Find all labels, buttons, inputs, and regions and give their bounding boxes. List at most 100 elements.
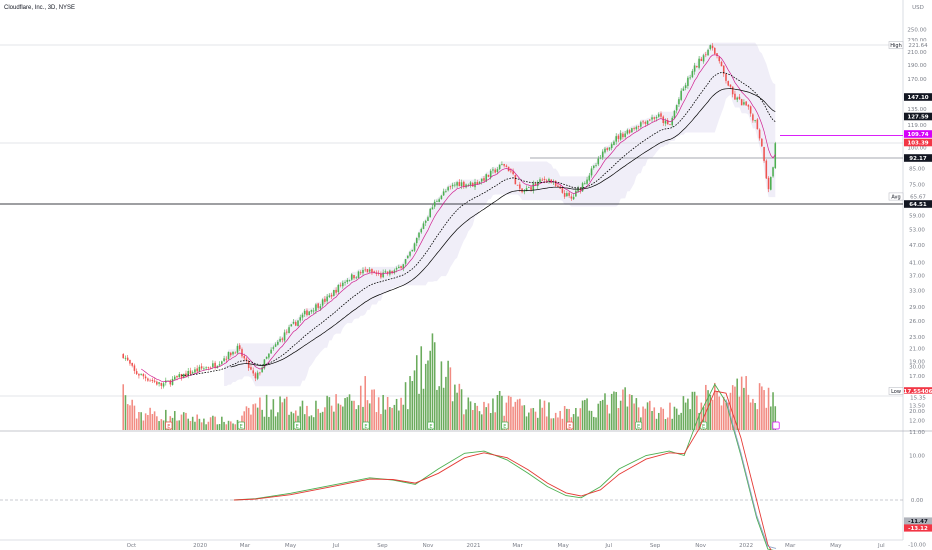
volume-bar <box>716 391 718 430</box>
price-tag-dark: 147.10 <box>904 93 932 101</box>
candle-body <box>716 53 718 56</box>
volume-bar <box>483 401 485 430</box>
earnings-marker[interactable] <box>362 421 370 430</box>
price-tag-box <box>904 192 932 201</box>
earnings-marker[interactable] <box>635 421 643 430</box>
volume-bar <box>259 397 261 430</box>
volume-bar <box>557 417 559 430</box>
price-tag-low: Low 17.55406 <box>888 387 932 395</box>
volume-bar <box>281 402 284 430</box>
volume-bar <box>440 361 443 430</box>
candle-body <box>738 96 741 99</box>
candle-body <box>606 148 609 150</box>
volume-bar <box>250 414 252 430</box>
candle-body <box>144 376 147 379</box>
price-envelope-band <box>224 42 776 387</box>
earnings-marker-label: E <box>167 424 170 430</box>
volume-bar <box>225 424 228 430</box>
candle-body <box>745 101 747 106</box>
earnings-marker-label: E <box>429 424 432 430</box>
volume-bar <box>362 406 364 430</box>
candle-body <box>660 113 662 117</box>
price-tick-label: 29.00 <box>909 305 925 311</box>
volume-bar <box>745 376 747 430</box>
price-tag-box <box>904 200 932 208</box>
volume-bar <box>274 416 277 430</box>
candle-body <box>702 55 705 62</box>
volume-bar <box>447 360 449 430</box>
price-tag-value: 221.64 <box>908 43 928 49</box>
volume-bar <box>290 411 293 430</box>
candle-body <box>651 117 653 120</box>
candle-body <box>774 143 777 169</box>
volume-bar <box>568 408 570 430</box>
candle-body <box>586 179 588 184</box>
volume-bar <box>539 399 541 430</box>
price-tag-red: 103.39 <box>904 138 932 147</box>
earnings-marker[interactable] <box>237 421 245 430</box>
candle-body <box>270 349 272 354</box>
volume-bar <box>277 412 279 430</box>
price-tick-label: 119.00 <box>907 123 927 129</box>
candle-body <box>395 267 398 270</box>
volume-bar <box>221 416 223 430</box>
volume-bar <box>144 413 147 430</box>
volume-bar <box>283 398 286 430</box>
candle-body <box>447 187 449 191</box>
volume-bar <box>357 405 360 430</box>
candle-body <box>413 243 416 251</box>
candle-body <box>617 135 620 139</box>
volume-bar <box>510 396 512 430</box>
volume-bar <box>772 392 774 430</box>
candle-body <box>633 128 635 129</box>
earnings-marker[interactable] <box>772 421 780 430</box>
earnings-marker[interactable] <box>566 421 574 430</box>
candle-body <box>133 365 136 371</box>
candle-body <box>680 90 682 100</box>
candle-body <box>124 357 127 359</box>
earnings-marker[interactable] <box>293 421 301 430</box>
volume-bar <box>153 411 156 430</box>
candle-body <box>138 374 140 376</box>
candle-body <box>324 298 326 302</box>
volume-bar <box>646 402 649 430</box>
volume-bar <box>236 419 239 430</box>
volume-bar <box>675 408 678 430</box>
candle-body <box>315 304 317 311</box>
volume-bar <box>743 387 745 430</box>
time-tick-label: Sep <box>377 543 388 549</box>
candle-body <box>339 284 342 286</box>
volume-bar <box>129 405 131 430</box>
candle-body <box>178 374 181 378</box>
volume-bar <box>617 408 620 430</box>
earnings-marker[interactable] <box>427 421 435 430</box>
candle-body <box>615 136 617 142</box>
volume-bar <box>335 394 337 430</box>
candle-body <box>772 167 774 177</box>
volume-bar <box>480 414 483 430</box>
earnings-marker[interactable] <box>165 421 173 430</box>
time-tick-label: Sep <box>650 543 661 549</box>
macd-end-tag <box>904 524 932 532</box>
ema-slow-line <box>230 88 776 368</box>
volume-bar <box>680 412 682 430</box>
candle-body <box>577 188 579 192</box>
candle-body <box>705 54 707 56</box>
candle-body <box>465 184 467 188</box>
volume-bar <box>411 381 414 430</box>
earnings-marker[interactable] <box>501 421 509 430</box>
volume-bar <box>586 398 588 430</box>
candle-body <box>469 182 472 186</box>
volume-bar <box>355 409 358 430</box>
volume-bar <box>431 333 434 430</box>
volume-bar <box>595 417 597 430</box>
candle-body <box>402 264 405 269</box>
volume-bar <box>512 406 514 430</box>
candle-body <box>384 271 387 273</box>
time-tick-label: Mar <box>240 543 251 549</box>
candle-body <box>330 294 333 297</box>
candle-body <box>436 201 438 202</box>
price-tag-caption-box <box>888 387 904 395</box>
volume-bar <box>523 405 526 430</box>
